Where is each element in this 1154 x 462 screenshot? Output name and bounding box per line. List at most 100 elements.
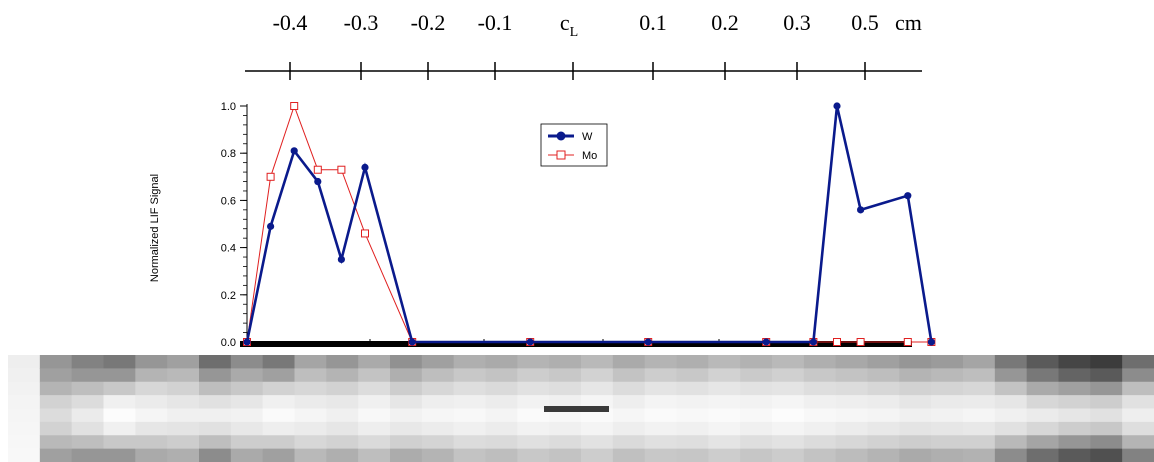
- strip-pixel: [262, 408, 296, 423]
- strip-pixel: [135, 448, 168, 462]
- strip-pixel: [262, 448, 296, 462]
- strip-pixel: [1058, 448, 1091, 462]
- data-point-w: [408, 338, 416, 346]
- strip-pixel: [326, 381, 359, 396]
- strip-pixel: [199, 355, 232, 369]
- strip-pixel: [708, 435, 741, 450]
- strip-pixel: [676, 381, 709, 396]
- strip-pixel: [230, 448, 264, 462]
- lif-image-strip: [8, 355, 1154, 462]
- strip-pixel: [421, 421, 455, 436]
- strip-pixel: [740, 395, 773, 410]
- strip-pixel: [994, 408, 1028, 423]
- strip-pixel: [71, 355, 105, 369]
- strip-pixel: [835, 395, 869, 410]
- strip-pixel: [867, 421, 900, 436]
- strip-pixel: [899, 448, 932, 462]
- legend: W Mo: [540, 123, 608, 167]
- strip-pixel: [71, 448, 105, 462]
- strip-pixel: [1090, 421, 1123, 436]
- data-point-mo: [266, 172, 275, 181]
- strip-pixel: [994, 381, 1028, 396]
- strip-pixel: [772, 381, 805, 396]
- strip-pixel: [1090, 381, 1123, 396]
- position-scale-label: 0.5: [851, 10, 879, 35]
- strip-pixel: [549, 395, 582, 410]
- strip-pixel: [803, 435, 837, 450]
- strip-pixel: [994, 435, 1028, 450]
- strip-pixel: [676, 435, 709, 450]
- strip-pixel: [326, 395, 359, 410]
- strip-pixel: [644, 395, 678, 410]
- strip-pixel: [485, 355, 518, 369]
- strip-pixel: [1026, 355, 1060, 369]
- strip-pixel: [71, 421, 105, 436]
- strip-pixel: [1090, 448, 1123, 462]
- strip-pixel: [517, 355, 550, 369]
- strip-pixel: [581, 395, 614, 410]
- strip-pixel: [39, 435, 73, 450]
- strip-pixel: [1058, 421, 1091, 436]
- strip-pixel: [230, 435, 264, 450]
- legend-mo-label: Mo: [582, 150, 597, 162]
- strip-pixel: [230, 408, 264, 423]
- strip-pixel: [358, 395, 391, 410]
- y-axis-label: Normalized LIF Signal: [149, 174, 161, 282]
- position-scale-label: cL: [560, 10, 578, 40]
- strip-pixel: [867, 448, 900, 462]
- strip-pixel: [899, 408, 932, 423]
- strip-pixel: [867, 368, 900, 383]
- strip-pixel: [1090, 435, 1123, 450]
- strip-pixel: [421, 355, 455, 369]
- strip-pixel: [581, 381, 614, 396]
- strip-pixel: [326, 435, 359, 450]
- y-tick-label: 1.0: [221, 101, 236, 113]
- strip-pixel: [71, 408, 105, 423]
- strip-pixel: [835, 435, 869, 450]
- strip-pixel: [453, 368, 487, 383]
- strip-pixel: [485, 448, 518, 462]
- data-point-w: [314, 177, 322, 186]
- data-point-mo: [337, 165, 346, 174]
- strip-pixel: [103, 368, 136, 383]
- strip-pixel: [963, 355, 996, 369]
- strip-pixel: [485, 395, 518, 410]
- strip-pixel: [326, 355, 359, 369]
- strip-pixel: [167, 355, 200, 369]
- strip-pixel: [390, 395, 423, 410]
- strip-pixel: [421, 448, 455, 462]
- strip-pixel: [485, 421, 518, 436]
- strip-pixel: [963, 408, 996, 423]
- legend-box: [540, 123, 608, 167]
- data-point-mo: [856, 338, 865, 346]
- y-tick-label: 0.8: [221, 148, 236, 160]
- strip-pixel: [931, 408, 964, 423]
- data-point-w: [243, 338, 251, 346]
- strip-pixel: [1122, 408, 1154, 423]
- strip-pixel: [772, 368, 805, 383]
- lif-chart: 0.0 0.2 0.4 0.6 0.8 1.0 Normalized LIF Signal…: [149, 101, 936, 349]
- strip-pixel: [199, 408, 232, 423]
- strip-pixel: [644, 421, 678, 436]
- strip-pixel: [931, 448, 964, 462]
- strip-pixel: [39, 381, 73, 396]
- position-scale-label: -0.4: [273, 10, 308, 35]
- strip-pixel: [39, 448, 73, 462]
- data-point-w: [290, 147, 298, 155]
- strip-pixel: [1058, 435, 1091, 450]
- strip-pixel: [899, 395, 932, 410]
- strip-pixel: [199, 381, 232, 396]
- strip-pixel: [358, 435, 391, 450]
- strip-pixel: [517, 395, 550, 410]
- y-tick-label: 0.2: [221, 290, 236, 302]
- strip-pixel: [8, 395, 41, 410]
- strip-pixel: [390, 435, 423, 450]
- strip-pixel: [740, 435, 773, 450]
- strip-pixel: [803, 381, 837, 396]
- strip-pixel: [167, 448, 200, 462]
- strip-pixel: [230, 355, 264, 369]
- data-point-w: [833, 102, 841, 110]
- strip-pixel: [485, 381, 518, 396]
- position-scale-unit: cm: [895, 10, 922, 35]
